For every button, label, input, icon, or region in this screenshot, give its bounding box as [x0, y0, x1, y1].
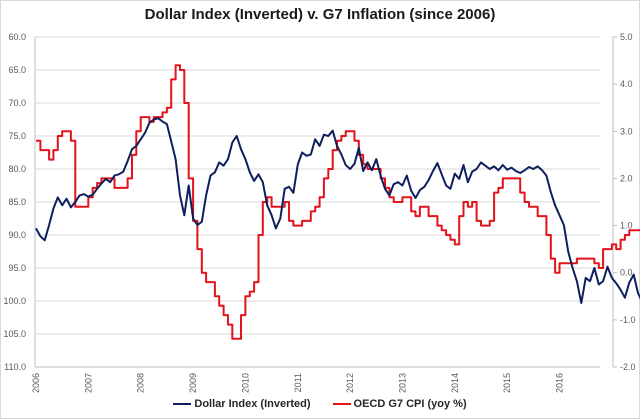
left-tick-label: 110.0 — [4, 362, 26, 372]
left-tick-label: 60.0 — [8, 32, 26, 42]
left-tick-label: 80.0 — [8, 164, 26, 174]
legend-label-g7-cpi: OECD G7 CPI (yoy %) — [353, 398, 467, 410]
x-tick-label: 2007 — [83, 373, 93, 393]
x-tick-label: 2016 — [555, 373, 565, 393]
right-tick-label: -2.0 — [620, 362, 636, 372]
left-tick-label: 85.0 — [8, 197, 26, 207]
left-tick-label: 105.0 — [3, 329, 26, 339]
x-tick-label: 2010 — [240, 373, 250, 393]
x-tick-label: 2011 — [293, 373, 303, 392]
right-tick-label: 1.0 — [620, 221, 633, 231]
x-tick-label: 2013 — [397, 373, 407, 393]
right-tick-label: 2.0 — [620, 173, 633, 183]
series-line-dollar-index — [35, 117, 640, 304]
x-tick-label: 2012 — [345, 373, 355, 393]
x-tick-label: 2006 — [31, 373, 41, 393]
legend-label-dollar-index: Dollar Index (Inverted) — [194, 398, 311, 410]
chart-title: Dollar Index (Inverted) v. G7 Inflation … — [144, 6, 496, 23]
x-tick-label: 2015 — [502, 373, 512, 393]
series-lines — [35, 64, 640, 340]
right-tick-label: 5.0 — [620, 32, 633, 42]
legend-swatch-g7-cpi — [332, 403, 351, 405]
legend-swatch-dollar-index — [173, 403, 192, 405]
x-tick-label: 2008 — [136, 373, 146, 393]
right-tick-label: 4.0 — [620, 79, 633, 89]
x-tick-label: 2014 — [450, 373, 460, 393]
left-tick-label: 90.0 — [8, 230, 26, 240]
left-tick-label: 75.0 — [8, 131, 26, 141]
left-axis-ticks: 60.0 65.0 70.0 75.0 80.0 85.0 90.0 95.0 100.0 105… — [3, 32, 26, 372]
legend: Dollar Index (Inverted) OECD G7 CPI (yoy… — [0, 398, 640, 410]
x-tick-label: 2009 — [188, 373, 198, 393]
legend-item-g7-cpi[interactable]: OECD G7 CPI (yoy %) — [332, 398, 467, 410]
legend-item-dollar-index[interactable]: Dollar Index (Inverted) — [173, 398, 311, 410]
right-tick-label: 3.0 — [620, 126, 633, 136]
gridlines — [35, 36, 600, 368]
x-axis-ticks: 2006 2007 2008 2009 2010 2011 2012 2013 2014 2015… — [31, 373, 565, 393]
left-tick-label: 65.0 — [8, 65, 26, 75]
left-tick-label: 100.0 — [3, 296, 26, 306]
left-tick-label: 95.0 — [8, 263, 26, 273]
left-tick-label: 70.0 — [8, 98, 26, 108]
right-axis-ticks: 5.0 4.0 3.0 2.0 1.0 0.0 -1.0 -2.0 — [613, 32, 636, 372]
right-tick-label: 0.0 — [620, 268, 633, 278]
right-tick-label: -1.0 — [620, 315, 636, 325]
axes — [34, 37, 614, 368]
